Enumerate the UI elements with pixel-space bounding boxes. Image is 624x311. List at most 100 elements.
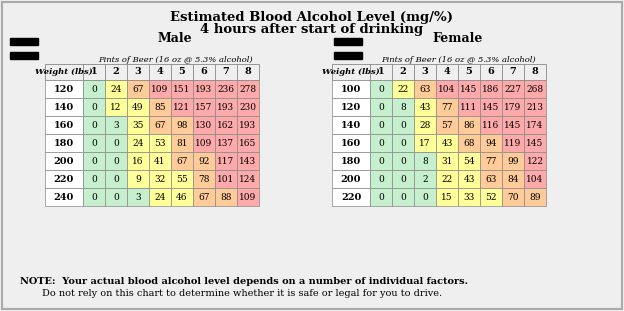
Bar: [193, 170, 215, 188]
Bar: [370, 98, 392, 116]
Text: 220: 220: [54, 174, 74, 183]
Text: 145: 145: [504, 120, 522, 129]
Text: 119: 119: [504, 138, 522, 147]
Text: 227: 227: [504, 85, 522, 94]
Text: 160: 160: [341, 138, 361, 147]
Text: 0: 0: [91, 120, 97, 129]
Text: Pints of Beer (16 oz @ 5.3% alcohol): Pints of Beer (16 oz @ 5.3% alcohol): [381, 56, 535, 64]
Bar: [83, 134, 105, 152]
Bar: [127, 80, 149, 98]
Text: 111: 111: [461, 103, 477, 112]
Text: 68: 68: [463, 138, 475, 147]
Bar: [215, 152, 237, 170]
Text: 140: 140: [341, 120, 361, 129]
Text: 0: 0: [91, 85, 97, 94]
Bar: [45, 98, 83, 116]
Text: 278: 278: [240, 85, 256, 94]
Bar: [458, 80, 480, 98]
Bar: [392, 170, 414, 188]
Bar: [45, 188, 83, 206]
Bar: [332, 80, 370, 98]
Text: 116: 116: [482, 120, 500, 129]
Bar: [436, 80, 458, 98]
Text: 3: 3: [422, 67, 428, 77]
Bar: [370, 188, 392, 206]
Bar: [332, 64, 546, 80]
Bar: [392, 80, 414, 98]
Text: 77: 77: [485, 156, 497, 165]
Bar: [480, 98, 502, 116]
Text: 109: 109: [240, 193, 256, 202]
Bar: [127, 170, 149, 188]
Bar: [105, 80, 127, 98]
Text: 0: 0: [91, 174, 97, 183]
Bar: [458, 116, 480, 134]
Text: 55: 55: [176, 174, 188, 183]
Text: 0: 0: [400, 138, 406, 147]
Text: Estimated Blood Alcohol Level (mg/%): Estimated Blood Alcohol Level (mg/%): [170, 11, 454, 24]
Bar: [436, 116, 458, 134]
Bar: [392, 116, 414, 134]
Bar: [149, 188, 171, 206]
Bar: [480, 188, 502, 206]
Text: 63: 63: [485, 174, 497, 183]
Text: 9: 9: [135, 174, 141, 183]
Bar: [83, 170, 105, 188]
Text: 77: 77: [441, 103, 453, 112]
Bar: [392, 98, 414, 116]
Text: 24: 24: [110, 85, 122, 94]
Text: 109: 109: [195, 138, 213, 147]
Bar: [149, 152, 171, 170]
Text: 31: 31: [441, 156, 452, 165]
Text: 0: 0: [378, 103, 384, 112]
Bar: [105, 134, 127, 152]
Bar: [149, 98, 171, 116]
Bar: [105, 116, 127, 134]
Text: 8: 8: [245, 67, 251, 77]
Text: 0: 0: [378, 174, 384, 183]
Text: 57: 57: [441, 120, 453, 129]
Bar: [436, 98, 458, 116]
Text: 120: 120: [54, 85, 74, 94]
Text: 15: 15: [441, 193, 453, 202]
Bar: [149, 80, 171, 98]
Text: 0: 0: [400, 174, 406, 183]
Text: 140: 140: [54, 103, 74, 112]
Bar: [524, 188, 546, 206]
Bar: [171, 80, 193, 98]
Bar: [458, 98, 480, 116]
Bar: [83, 116, 105, 134]
Text: 120: 120: [341, 103, 361, 112]
Text: 41: 41: [154, 156, 166, 165]
Bar: [332, 134, 370, 152]
Text: 4: 4: [157, 67, 163, 77]
Bar: [45, 80, 83, 98]
Bar: [237, 134, 259, 152]
Text: 193: 193: [217, 103, 235, 112]
Text: 0: 0: [113, 156, 119, 165]
Bar: [149, 170, 171, 188]
Text: 0: 0: [378, 85, 384, 94]
Text: 0: 0: [91, 156, 97, 165]
Bar: [392, 152, 414, 170]
Bar: [193, 152, 215, 170]
Bar: [10, 38, 38, 45]
Bar: [105, 170, 127, 188]
Bar: [332, 116, 370, 134]
Text: 104: 104: [527, 174, 544, 183]
Bar: [332, 170, 370, 188]
Text: 70: 70: [507, 193, 519, 202]
Text: 0: 0: [91, 193, 97, 202]
Text: 3: 3: [135, 67, 142, 77]
Bar: [237, 98, 259, 116]
Bar: [332, 98, 370, 116]
Bar: [83, 152, 105, 170]
Text: 121: 121: [173, 103, 190, 112]
Text: 101: 101: [217, 174, 235, 183]
Bar: [502, 134, 524, 152]
Bar: [370, 116, 392, 134]
Text: 99: 99: [507, 156, 519, 165]
Bar: [127, 134, 149, 152]
Bar: [334, 38, 362, 45]
Bar: [83, 80, 105, 98]
